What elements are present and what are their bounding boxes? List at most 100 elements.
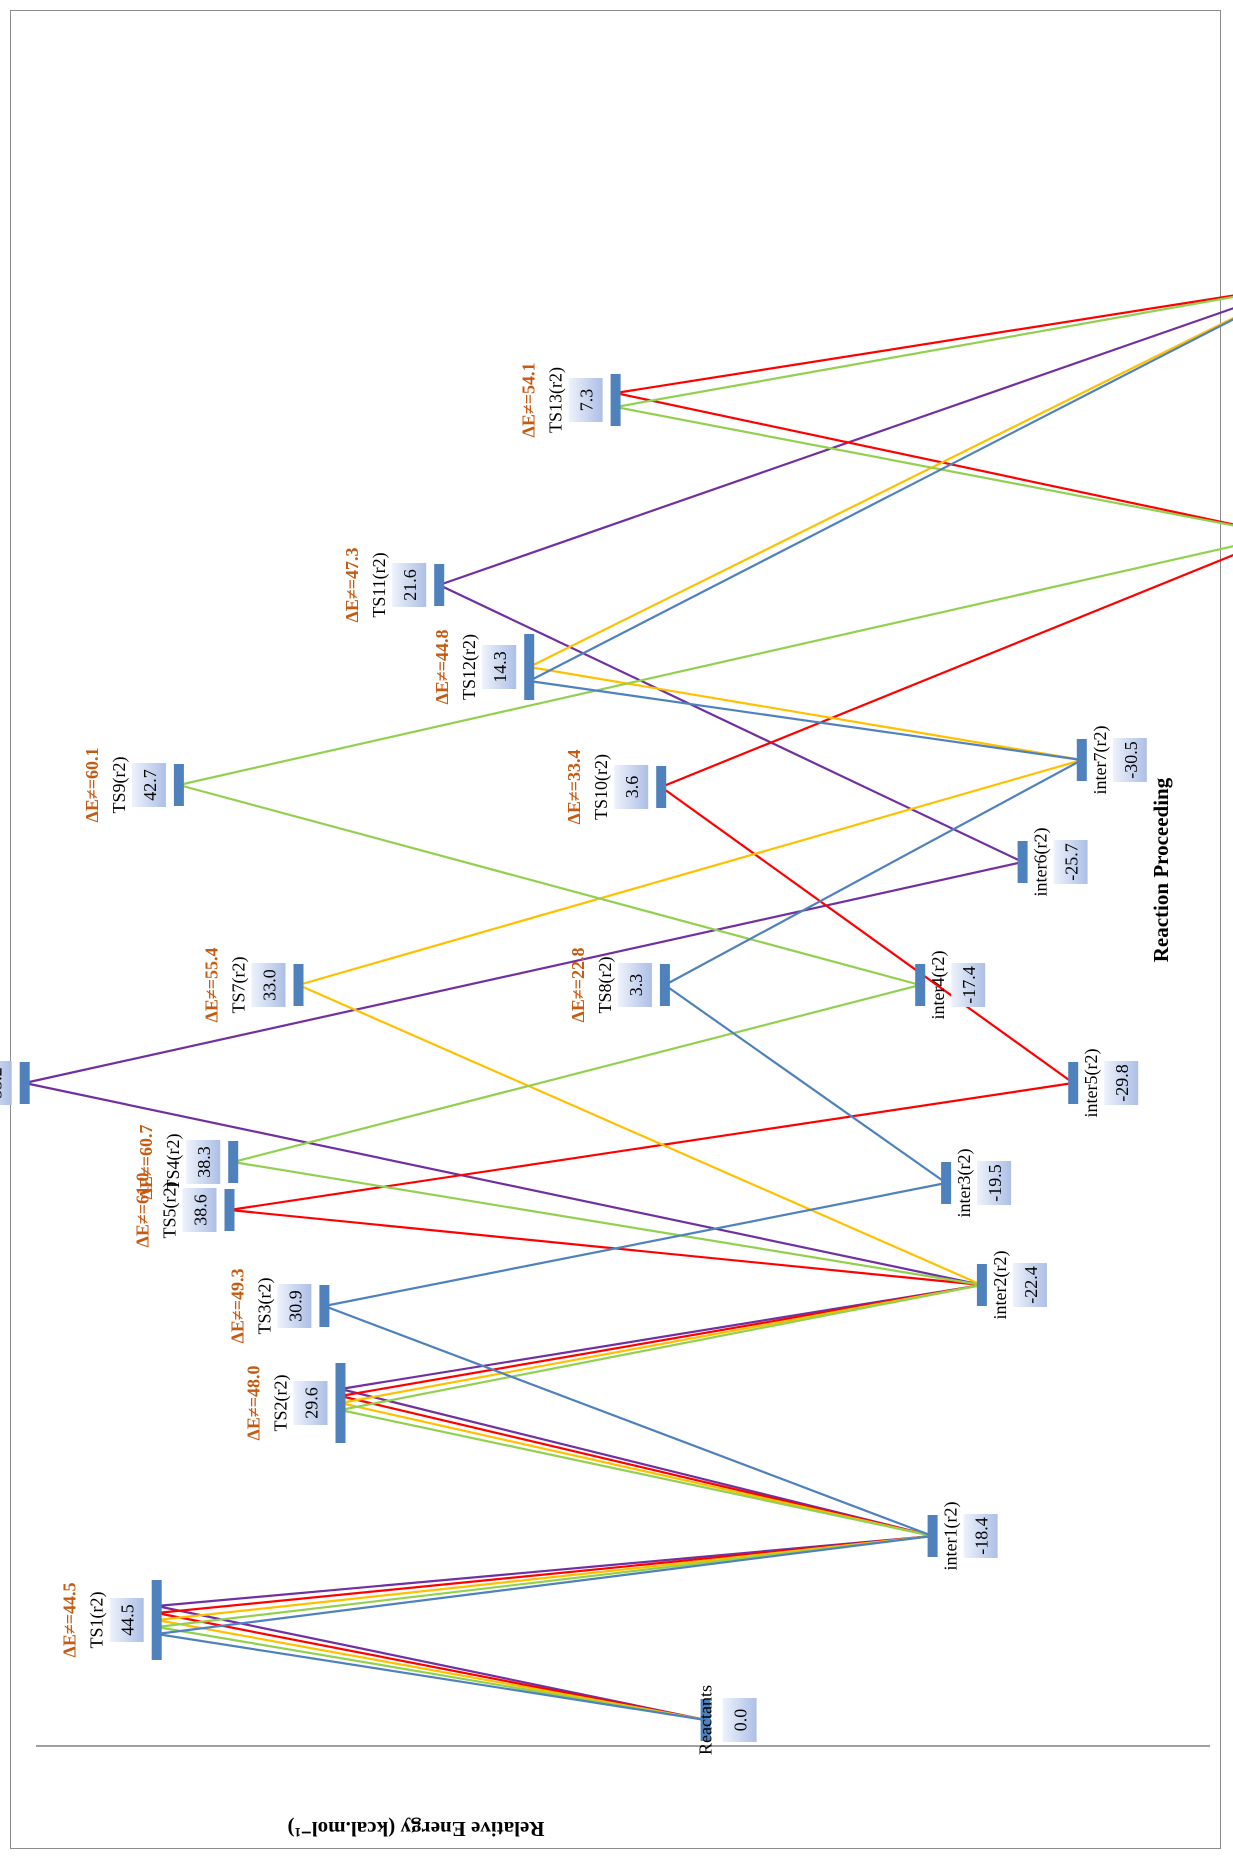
- value-box: [392, 563, 427, 607]
- connector-line: [298, 983, 983, 1287]
- level-bar: [228, 1141, 239, 1183]
- level-inter3: -19.5 inter3(r2): [941, 1149, 1012, 1218]
- barrier-label: ΔE≠=55.4: [202, 948, 222, 1023]
- species-label: TS5(r2): [160, 1182, 181, 1239]
- connector-line: [529, 679, 1082, 762]
- value-box: [617, 963, 652, 1007]
- energy-value-label: 33.0: [260, 969, 280, 1001]
- energy-value-label: 21.6: [400, 569, 420, 601]
- level-inter6: -25.7 inter6(r2): [1017, 828, 1088, 896]
- level-inter5: -29.8 inter5(r2): [1068, 1049, 1139, 1117]
- energy-value-label: 14.3: [490, 651, 510, 683]
- value-box: [722, 1698, 757, 1742]
- level-reactants: 0.0 Reactants: [696, 1685, 757, 1755]
- value-box: [614, 765, 649, 809]
- connector-line: [340, 1283, 983, 1412]
- barrier-label: ΔE≠=44.8: [432, 630, 452, 705]
- species-label: TS4(r2): [163, 1134, 184, 1191]
- barrier-label: ΔE≠=61.0: [133, 1173, 153, 1248]
- level-inter4: -17.4 inter4(r2): [915, 951, 986, 1020]
- value-box: [186, 1140, 221, 1184]
- energy-value-label: 7.3: [577, 389, 597, 412]
- connector-line: [156, 1534, 933, 1622]
- species-label: TS2(r2): [271, 1375, 292, 1432]
- energy-value-label: 42.7: [140, 769, 160, 801]
- barrier-label: ΔE≠=60.7: [136, 1125, 156, 1200]
- species-label: TS11(r2): [369, 552, 390, 617]
- barrier-label: ΔE≠=49.3: [227, 1269, 247, 1344]
- level-bar: [151, 1580, 162, 1660]
- energy-value-label: -25.7: [1062, 843, 1082, 881]
- energy-value-label: -18.4: [972, 1517, 992, 1555]
- species-label: inter3(r2): [954, 1149, 975, 1218]
- level-bar: [293, 964, 304, 1006]
- chart-frame: [10, 10, 1221, 1849]
- energy-value-label: 44.5: [118, 1604, 138, 1636]
- species-label: TS1(r2): [87, 1592, 108, 1649]
- connector-line: [232, 983, 921, 1164]
- value-box: [1112, 738, 1147, 782]
- value-box: [293, 1381, 328, 1425]
- connector-line: [529, 665, 1082, 762]
- y-axis-label: Relative Energy (kcal.mol⁻¹): [287, 1817, 544, 1841]
- connector-line: [438, 307, 1233, 587]
- species-label: TS9(r2): [109, 757, 130, 814]
- barrier-label: ΔE≠=22.8: [568, 948, 588, 1023]
- level-bar: [700, 1699, 711, 1741]
- value-box: [131, 763, 166, 807]
- energy-value-label: 3.3: [626, 974, 646, 997]
- connector-line: [324, 1304, 933, 1538]
- species-label: inter2(r2): [990, 1251, 1011, 1320]
- connector-lines: [24, 294, 1233, 1722]
- level-bar: [659, 964, 670, 1006]
- level-inter1: -18.4 inter1(r2): [927, 1502, 998, 1571]
- connector-line: [615, 405, 1233, 527]
- level-bar: [1017, 841, 1028, 883]
- value-box: [182, 1188, 217, 1232]
- level-bar: [976, 1264, 987, 1306]
- level-bar: [656, 766, 667, 808]
- species-label: TS12(r2): [459, 634, 480, 700]
- connector-line: [178, 545, 1233, 787]
- connector-line: [528, 318, 1233, 682]
- energy-value-label: -17.4: [959, 966, 979, 1004]
- connector-line: [664, 984, 947, 1184]
- connector-line: [615, 391, 1233, 526]
- level-bar: [434, 564, 445, 606]
- connector-line: [340, 1283, 983, 1405]
- species-label: TS10(r2): [591, 754, 612, 820]
- energy-value-label: -30.5: [1121, 741, 1141, 779]
- level-ts13: 7.3 TS13(r2) ΔE≠=54.1: [519, 363, 621, 437]
- value-box: [1104, 1061, 1139, 1105]
- connector-line: [340, 1401, 933, 1538]
- connector-line: [324, 1181, 947, 1308]
- value-box: [568, 378, 603, 422]
- level-bar: [927, 1515, 938, 1557]
- energy-levels: 0.0 Reactants 44.5 TS1(r2) ΔE≠=44.5 -18.4 inte…: [0, 363, 1147, 1755]
- value-box: [1012, 1263, 1047, 1307]
- level-ts1: 44.5 TS1(r2) ΔE≠=44.5: [60, 1580, 162, 1660]
- energy-value-label: 0.0: [731, 1709, 751, 1732]
- energy-value-label: -29.8: [1112, 1064, 1132, 1102]
- barrier-label: ΔE≠=60.1: [82, 748, 102, 823]
- connector-line: [660, 786, 1074, 1084]
- connector-line: [156, 1604, 706, 1722]
- energy-value-label: 30.9: [285, 1290, 305, 1322]
- connector-line: [528, 317, 1233, 668]
- connector-line: [340, 1408, 933, 1538]
- value-box: [482, 645, 517, 689]
- connector-line: [664, 759, 1083, 986]
- connector-line: [156, 1534, 933, 1629]
- level-bar: [915, 964, 926, 1006]
- energy-value-label: 38.3: [194, 1146, 214, 1178]
- energy-value-label: -19.5: [985, 1164, 1005, 1202]
- connector-line: [156, 1534, 933, 1636]
- species-label: TS13(r2): [546, 367, 567, 433]
- species-label: inter4(r2): [928, 951, 949, 1020]
- value-box: [977, 1161, 1012, 1205]
- level-bar: [941, 1162, 952, 1204]
- species-label: inter1(r2): [941, 1502, 962, 1571]
- level-bar: [610, 374, 621, 426]
- x-axis-label: Reaction Proceeding: [1149, 777, 1173, 962]
